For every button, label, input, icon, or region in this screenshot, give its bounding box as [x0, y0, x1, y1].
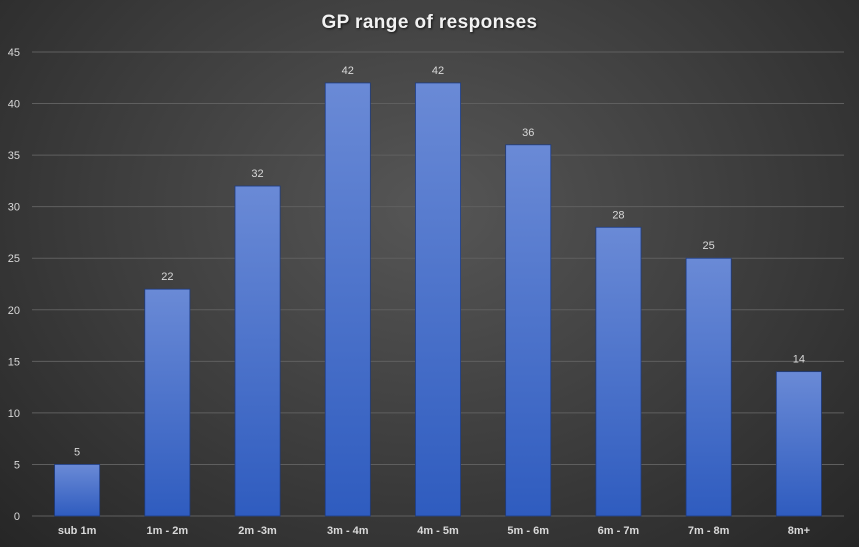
y-tick-label: 45 — [8, 47, 20, 59]
bar — [234, 185, 281, 517]
data-label: 5 — [74, 446, 80, 458]
bar — [144, 288, 191, 517]
bar — [54, 464, 101, 517]
data-label: 42 — [432, 65, 444, 77]
data-label: 42 — [342, 65, 354, 77]
y-tick-label: 20 — [8, 305, 20, 317]
x-axis: sub 1m 1m - 2m 2m -3m 3m - 4m 4m - 5m 5m - 6m… — [58, 525, 810, 537]
data-label: 28 — [612, 209, 624, 221]
bar — [685, 257, 732, 517]
data-label: 25 — [703, 240, 715, 252]
bar — [775, 371, 822, 517]
bars — [54, 82, 822, 517]
x-tick-label: 7m - 8m — [688, 525, 730, 537]
data-label: 14 — [793, 354, 805, 366]
y-tick-label: 15 — [8, 356, 20, 368]
bar — [324, 82, 371, 517]
chart-title: GP range of responses — [321, 12, 538, 33]
bar — [415, 82, 461, 517]
y-axis: 0 5 10 15 20 25 30 35 40 45 — [8, 47, 20, 523]
bar — [505, 144, 552, 517]
y-tick-label: 10 — [8, 408, 20, 420]
y-tick-label: 40 — [8, 99, 20, 111]
y-tick-label: 25 — [8, 253, 20, 265]
data-label: 36 — [522, 127, 534, 139]
bar — [595, 226, 642, 517]
y-tick-label: 35 — [8, 150, 20, 162]
y-tick-label: 30 — [8, 202, 20, 214]
x-tick-label: 3m - 4m — [327, 525, 369, 537]
x-tick-label: 8m+ — [788, 525, 810, 537]
y-tick-label: 5 — [14, 459, 20, 471]
x-tick-label: 1m - 2m — [147, 525, 189, 537]
x-tick-label: 6m - 7m — [598, 525, 640, 537]
x-tick-label: sub 1m — [58, 525, 97, 537]
x-tick-label: 2m -3m — [238, 525, 277, 537]
data-label: 32 — [251, 168, 263, 180]
y-tick-label: 0 — [14, 511, 20, 523]
x-tick-label: 4m - 5m — [417, 525, 459, 537]
data-labels: 5 22 32 42 42 36 28 25 14 — [74, 65, 805, 459]
x-tick-label: 5m - 6m — [507, 525, 549, 537]
data-label: 22 — [161, 271, 173, 283]
